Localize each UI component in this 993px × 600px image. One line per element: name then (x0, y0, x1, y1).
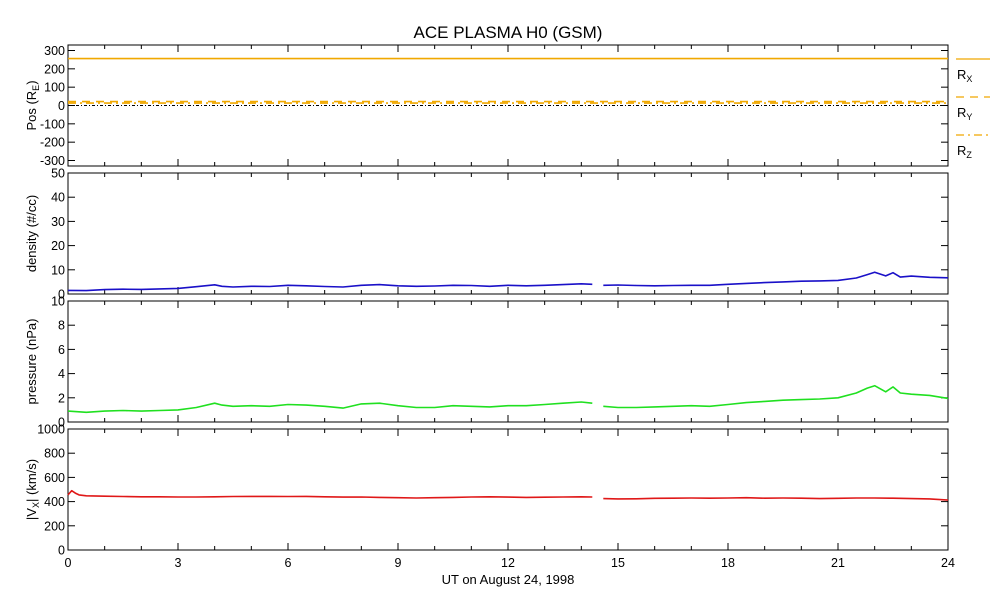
y-tick-label: 10 (51, 295, 65, 309)
y-tick-label: 200 (44, 62, 65, 76)
y-tick-label: -100 (40, 117, 65, 131)
series-line-density-0 (67, 271, 949, 292)
y-tick-label: -200 (40, 136, 65, 150)
legend-label: RX (957, 67, 972, 84)
x-tick-label: 6 (285, 556, 292, 570)
plot-frame (67, 172, 949, 295)
panel-position: 300 200 100 0 -100 -200 -300 Pos (RE) RX RY RZ (24, 44, 990, 168)
y-tick-label: 10 (51, 263, 65, 277)
y-tick-label: 40 (51, 191, 65, 205)
x-tick-label: 12 (501, 556, 515, 570)
x-tick-label: 0 (65, 556, 72, 570)
series-line-pressure-0 (67, 384, 949, 414)
x-tick-label: 15 (611, 556, 625, 570)
y-axis-label: pressure (nPa) (24, 319, 39, 405)
y-tick-label: 1000 (37, 423, 65, 437)
y-axis-label: density (#/cc) (24, 195, 39, 272)
panel-vx: 0 200 400 600 800 1000 0 3 6 9 12 15 18 21 24 |VX| (km/… (24, 423, 955, 571)
y-tick-label: 600 (44, 471, 65, 485)
y-tick-label: 300 (44, 44, 65, 58)
y-tick-label: 50 (51, 167, 65, 181)
legend-label: RZ (957, 143, 972, 160)
y-tick-label: 8 (58, 319, 65, 333)
panel-pressure: 0 2 4 6 8 10 pressure (nPa) (24, 295, 949, 430)
x-tick-label: 24 (941, 556, 955, 570)
y-tick-label: 0 (58, 544, 65, 558)
plot-frame (67, 300, 949, 423)
y-tick-label: 2 (58, 391, 65, 405)
x-tick-label: 3 (175, 556, 182, 570)
y-tick-label: 4 (58, 367, 65, 381)
y-tick-label: 200 (44, 519, 65, 533)
x-tick-label: 9 (395, 556, 402, 570)
y-tick-label: -300 (40, 154, 65, 168)
y-tick-label: 800 (44, 447, 65, 461)
y-tick-label: 0 (58, 99, 65, 113)
figure-title: ACE PLASMA H0 (GSM) (414, 23, 603, 42)
x-tick-label: 21 (831, 556, 845, 570)
y-tick-label: 100 (44, 81, 65, 95)
y-tick-label: 20 (51, 239, 65, 253)
x-tick-label: 18 (721, 556, 735, 570)
y-axis-label: Pos (RE) (24, 80, 41, 130)
y-tick-label: 0 (58, 416, 65, 430)
y-axis-label: |VX| (km/s) (24, 459, 41, 520)
y-tick-label: 0 (58, 288, 65, 302)
y-tick-label: 30 (51, 215, 65, 229)
legend-label: RY (957, 105, 972, 122)
plot-frame (67, 428, 949, 551)
y-tick-label: 6 (58, 343, 65, 357)
panel-density: 0 10 20 30 40 50 density (#/cc) (24, 167, 949, 302)
y-tick-label: 400 (44, 495, 65, 509)
series-line-vx-0 (67, 489, 949, 501)
x-axis-label: UT on August 24, 1998 (442, 572, 575, 587)
